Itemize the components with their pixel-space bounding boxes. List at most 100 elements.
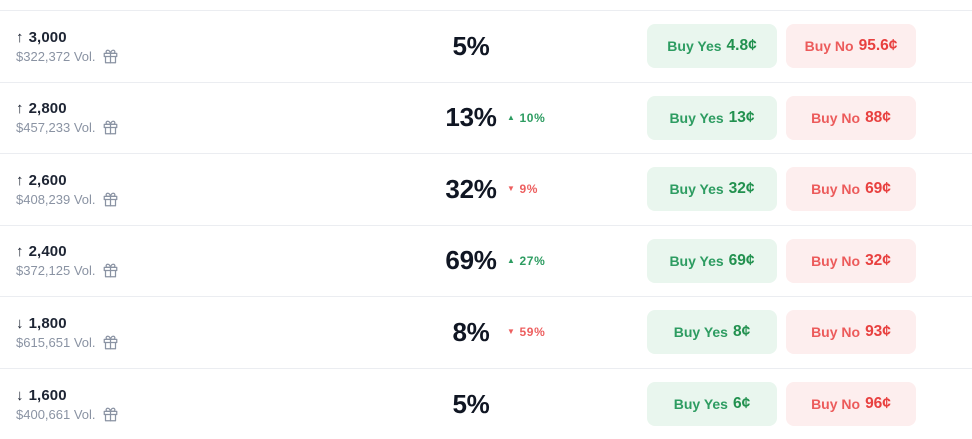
buy-no-button[interactable]: Buy No 88¢: [786, 95, 916, 140]
buy-yes-button[interactable]: Buy Yes 69¢: [647, 238, 777, 283]
market-outcome-row[interactable]: ↓ 1,600 $400,661 Vol. 5%: [0, 368, 972, 439]
direction-arrow-icon: ↑: [16, 171, 24, 189]
outcome-title-label: 1,800: [28, 314, 67, 332]
chance-percentage: 5%: [452, 388, 490, 419]
outcome-title-label: 3,000: [28, 28, 67, 46]
chance-column: 32% ▼ 9%: [346, 174, 596, 205]
market-outcome-row[interactable]: ↑ 2,400 $372,125 Vol. 69% ▲: [0, 225, 972, 297]
change-value: 27%: [519, 253, 546, 268]
chance-percentage: 32%: [445, 173, 497, 204]
buy-no-price: 95.6¢: [858, 37, 898, 55]
buy-yes-button[interactable]: Buy Yes 13¢: [647, 95, 777, 140]
outcome-info: ↓ 1,600 $400,661 Vol.: [16, 387, 346, 422]
buy-yes-button[interactable]: Buy Yes 4.8¢: [647, 24, 777, 69]
buy-no-label: Buy No: [811, 252, 861, 269]
chance-column: 8% ▼ 59%: [346, 317, 596, 348]
change-indicator: ▲ 27%: [507, 254, 545, 268]
market-outcome-row[interactable]: ↓ 1,800 $615,651 Vol. 8% ▼ 5: [0, 297, 972, 369]
buy-no-price: 88¢: [865, 108, 891, 126]
chance-column: 5%: [346, 31, 596, 62]
gift-icon[interactable]: [103, 120, 118, 135]
buy-yes-button[interactable]: Buy Yes 6¢: [647, 382, 777, 427]
buy-yes-label: Buy Yes: [673, 324, 728, 341]
outcome-title-label: 1,600: [28, 386, 67, 404]
outcome-title: ↑ 2,600: [16, 172, 346, 189]
gift-icon[interactable]: [103, 192, 118, 207]
change-value: 59%: [519, 325, 546, 340]
buy-yes-price: 13¢: [728, 108, 755, 126]
direction-arrow-icon: ↓: [16, 314, 24, 332]
volume-label: $400,661 Vol.: [16, 406, 96, 422]
gift-icon[interactable]: [103, 49, 118, 64]
outcome-title: ↑ 2,400: [16, 243, 346, 260]
buy-no-button[interactable]: Buy No 32¢: [786, 238, 916, 283]
chance-column: 69% ▲ 27%: [346, 245, 596, 276]
buy-yes-label: Buy Yes: [667, 38, 722, 55]
trade-buttons: Buy Yes 4.8¢ Buy No 95.6¢: [647, 24, 916, 69]
chance-column: 13% ▲ 10%: [346, 102, 596, 133]
volume-label: $457,233 Vol.: [16, 120, 96, 136]
volume-label: $408,239 Vol.: [16, 191, 96, 207]
buy-no-button[interactable]: Buy No 93¢: [786, 310, 916, 355]
buy-no-button[interactable]: Buy No 69¢: [786, 167, 916, 212]
buy-yes-label: Buy Yes: [669, 252, 724, 269]
gift-icon[interactable]: [103, 407, 118, 422]
chance-column: 5%: [346, 389, 596, 420]
direction-arrow-icon: ↑: [16, 28, 24, 46]
outcome-title: ↓ 1,800: [16, 315, 346, 332]
direction-arrow-icon: ↓: [16, 386, 24, 404]
buy-yes-price: 8¢: [732, 323, 751, 341]
outcome-title-label: 2,400: [28, 243, 67, 261]
buy-yes-price: 4.8¢: [726, 37, 757, 55]
market-outcomes-list: ↑ 3,000 $322,372 Vol. 5%: [0, 10, 972, 439]
volume-label: $372,125 Vol.: [16, 263, 96, 279]
market-outcome-row[interactable]: ↑ 3,000 $322,372 Vol. 5%: [0, 11, 972, 83]
triangle-up-icon: ▲: [507, 112, 516, 122]
trade-buttons: Buy Yes 6¢ Buy No 96¢: [647, 382, 916, 427]
buy-yes-label: Buy Yes: [669, 181, 724, 198]
outcome-title-label: 2,600: [28, 171, 67, 189]
change-indicator: ▲ 10%: [507, 111, 545, 125]
buy-no-price: 96¢: [865, 395, 891, 413]
outcome-title: ↓ 1,600: [16, 387, 346, 404]
chance-percentage: 69%: [445, 245, 497, 276]
trade-buttons: Buy Yes 32¢ Buy No 69¢: [647, 167, 916, 212]
outcome-title: ↑ 2,800: [16, 100, 346, 117]
outcome-info: ↑ 2,800 $457,233 Vol.: [16, 100, 346, 135]
outcome-title-label: 2,800: [28, 100, 67, 118]
outcome-info: ↑ 2,400 $372,125 Vol.: [16, 243, 346, 278]
buy-yes-price: 69¢: [728, 251, 755, 269]
volume-label: $615,651 Vol.: [16, 334, 96, 350]
change-indicator: ▼ 59%: [507, 325, 545, 339]
outcome-info: ↑ 3,000 $322,372 Vol.: [16, 29, 346, 64]
buy-yes-label: Buy Yes: [673, 396, 728, 413]
trade-buttons: Buy Yes 69¢ Buy No 32¢: [647, 238, 916, 283]
buy-yes-button[interactable]: Buy Yes 32¢: [647, 167, 777, 212]
trade-buttons: Buy Yes 8¢ Buy No 93¢: [647, 310, 916, 355]
direction-arrow-icon: ↑: [16, 243, 24, 261]
buy-yes-label: Buy Yes: [669, 109, 724, 126]
gift-icon[interactable]: [103, 335, 118, 350]
chance-percentage: 5%: [452, 30, 490, 61]
buy-no-price: 32¢: [865, 251, 891, 269]
outcome-title: ↑ 3,000: [16, 29, 346, 46]
buy-no-price: 93¢: [865, 323, 891, 341]
direction-arrow-icon: ↑: [16, 100, 24, 118]
buy-yes-price: 32¢: [728, 180, 755, 198]
buy-no-label: Buy No: [804, 38, 854, 55]
buy-no-price: 69¢: [865, 180, 891, 198]
buy-no-button[interactable]: Buy No 96¢: [786, 382, 916, 427]
trade-buttons: Buy Yes 13¢ Buy No 88¢: [647, 95, 916, 140]
change-value: 10%: [519, 110, 546, 125]
buy-no-label: Buy No: [811, 109, 861, 126]
triangle-down-icon: ▼: [507, 184, 516, 194]
outcome-info: ↑ 2,600 $408,239 Vol.: [16, 172, 346, 207]
change-value: 9%: [519, 182, 539, 197]
chance-percentage: 13%: [445, 102, 497, 133]
market-outcome-row[interactable]: ↑ 2,600 $408,239 Vol. 32% ▼: [0, 154, 972, 226]
market-outcome-row[interactable]: ↑ 2,800 $457,233 Vol. 13% ▲: [0, 82, 972, 154]
buy-yes-price: 6¢: [732, 395, 751, 413]
buy-yes-button[interactable]: Buy Yes 8¢: [647, 310, 777, 355]
buy-no-button[interactable]: Buy No 95.6¢: [786, 24, 916, 69]
gift-icon[interactable]: [103, 263, 118, 278]
